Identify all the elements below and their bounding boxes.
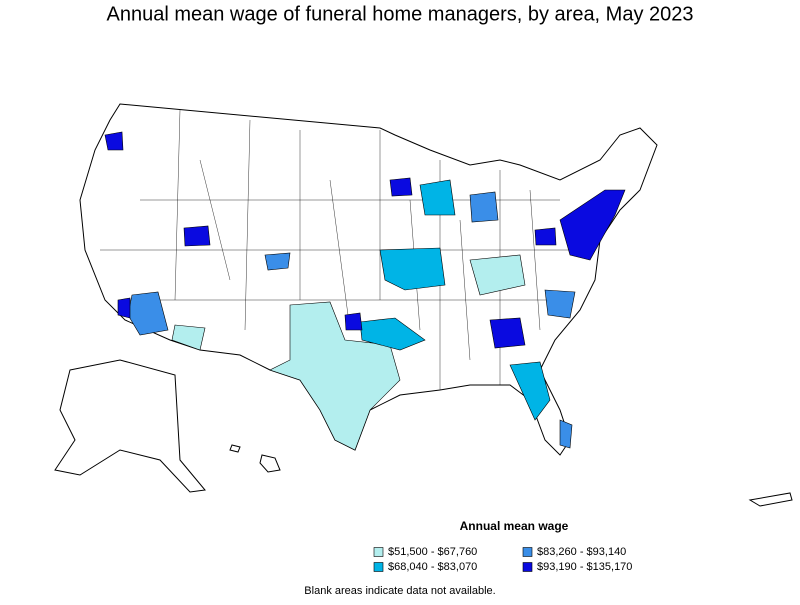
map-area <box>389 177 413 197</box>
alaska <box>54 359 206 493</box>
legend-swatch <box>373 547 384 557</box>
legend: $51,500 - $67,760 $83,260 - $93,140 $68,04… <box>373 546 632 573</box>
footnote: Blank areas indicate data not available. <box>304 585 495 597</box>
legend-swatch <box>373 562 384 572</box>
map <box>54 103 793 507</box>
hawaii <box>229 444 241 453</box>
map-area <box>117 297 131 319</box>
map-title: Annual mean wage of funeral home manager… <box>106 3 693 25</box>
map-area <box>359 317 426 351</box>
legend-label: $68,040 - $83,070 <box>388 561 477 573</box>
map-area <box>509 361 551 421</box>
puerto-rico <box>748 492 793 507</box>
map-area <box>469 254 526 296</box>
map-area <box>269 301 401 451</box>
legend-swatch <box>522 562 533 572</box>
map-area <box>419 179 456 216</box>
hawaii <box>259 454 281 473</box>
map-area <box>489 317 526 349</box>
map-area <box>379 247 446 291</box>
legend-label: $93,190 - $135,170 <box>537 561 632 573</box>
map-area <box>171 324 206 351</box>
map-area <box>544 289 576 319</box>
legend-swatch <box>522 547 533 557</box>
legend-title: Annual mean wage <box>460 519 569 533</box>
map-area <box>534 227 557 246</box>
map-area <box>344 312 363 331</box>
legend-label: $83,260 - $93,140 <box>537 546 626 558</box>
map-area <box>559 189 626 261</box>
legend-label: $51,500 - $67,760 <box>388 546 477 558</box>
map-area <box>264 252 291 271</box>
map-area <box>469 191 499 223</box>
map-area <box>104 131 124 151</box>
map-area <box>183 225 211 247</box>
map-area <box>559 419 573 449</box>
